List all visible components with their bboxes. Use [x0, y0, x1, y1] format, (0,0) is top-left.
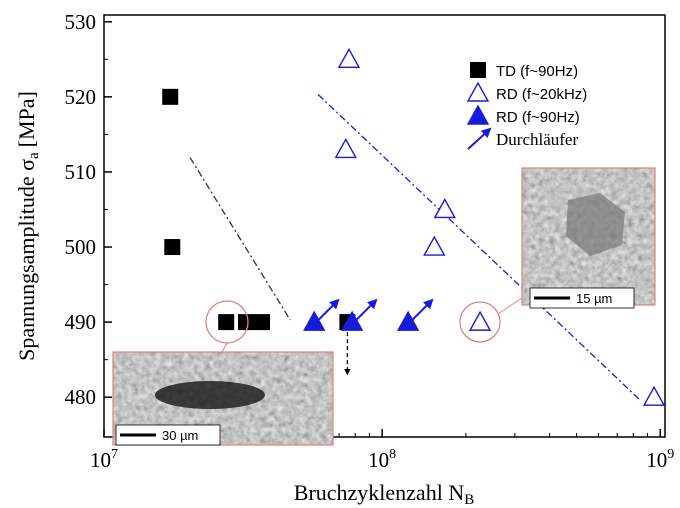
x-tick-label: 107	[90, 447, 118, 472]
scale-bar-label: 30 µm	[162, 428, 198, 443]
scale-bar-label: 15 µm	[576, 291, 612, 306]
legend-label: RD (f~90Hz)	[496, 109, 580, 126]
legend-label: RD (f~20kHz)	[496, 86, 587, 103]
legend-label: TD (f~90Hz)	[496, 63, 578, 80]
runout-arrow	[412, 300, 432, 320]
x-tick-exp: 9	[667, 447, 674, 462]
chart: 48049050051052053010710810930 µm15 µmTD …	[0, 0, 680, 508]
connector	[222, 343, 227, 352]
connector	[498, 298, 522, 314]
x-tick-label: 108	[368, 447, 396, 472]
y-tick-label: 490	[65, 310, 97, 334]
inset-pit	[155, 381, 265, 409]
point	[218, 314, 234, 330]
point	[644, 387, 664, 405]
x-tick-base: 10	[646, 448, 667, 472]
point	[339, 49, 359, 67]
x-tick-base: 10	[90, 448, 111, 472]
point	[164, 239, 180, 255]
legend: TD (f~90Hz) RD (f~20kHz) RD (f~90Hz) Durchl…	[468, 62, 587, 149]
y-tick-label: 500	[65, 235, 97, 259]
point	[424, 237, 444, 255]
point	[468, 83, 488, 101]
point	[336, 139, 356, 157]
x-tick-exp: 7	[111, 447, 118, 462]
y-tick-label: 530	[65, 10, 97, 34]
point	[304, 312, 324, 330]
y-tick-label: 480	[65, 385, 97, 409]
runout-arrow	[356, 300, 376, 320]
point	[162, 89, 178, 105]
legend-arrow	[468, 129, 490, 149]
point	[470, 312, 490, 330]
y-tick-label: 520	[65, 85, 97, 109]
point	[470, 62, 486, 78]
runout-arrow	[318, 300, 338, 320]
y-axis-label: Spannungsamplitude σa[MPa]	[14, 91, 42, 361]
y-tick-label: 510	[65, 160, 97, 184]
x-tick-base: 10	[368, 448, 389, 472]
x-tick-label: 109	[646, 447, 674, 472]
trend-line	[190, 158, 290, 320]
x-tick-exp: 8	[389, 447, 396, 462]
point	[398, 312, 418, 330]
point	[254, 314, 270, 330]
point	[468, 106, 488, 124]
point	[238, 314, 254, 330]
legend-label: Durchläufer	[496, 130, 578, 149]
x-axis-label: Bruchzyklenzahl NB	[294, 480, 474, 508]
